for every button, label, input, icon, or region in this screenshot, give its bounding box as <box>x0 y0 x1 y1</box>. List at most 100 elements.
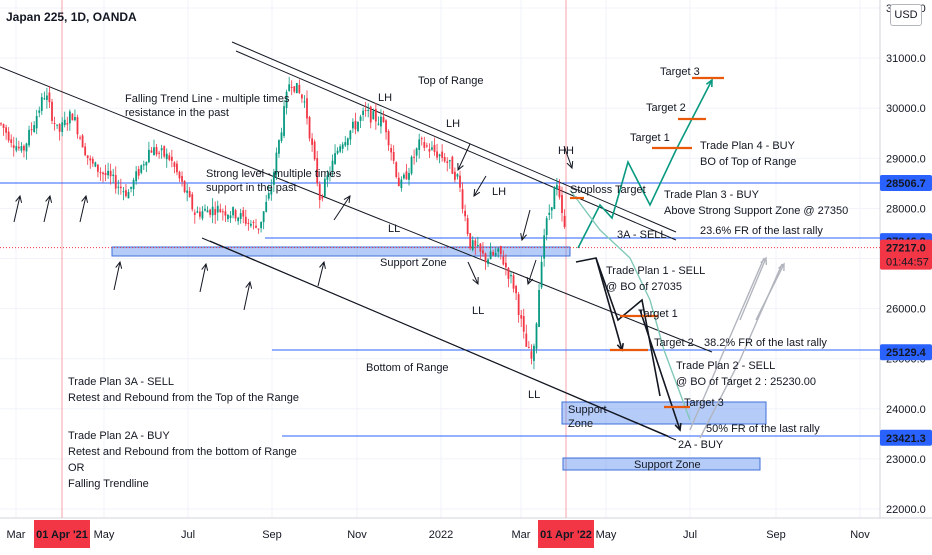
candle-body <box>446 161 449 163</box>
annotation-line: Above Strong Support Zone @ 27350 <box>664 205 848 217</box>
lh-arrow-3 <box>520 209 531 242</box>
candle-body <box>410 156 413 174</box>
candle-body <box>492 251 495 256</box>
annotation-line: Target 2 <box>646 102 686 114</box>
candle-body <box>61 122 64 132</box>
candle-body <box>79 137 81 139</box>
ll-arrow-1 <box>467 261 479 286</box>
annotation-falling-trend: Falling Trend Line - multiple times resis… <box>125 93 290 119</box>
y-tick-label: 24000.0 <box>886 404 926 416</box>
candle-body <box>239 213 242 220</box>
candle-body <box>142 164 145 166</box>
annotation-strong-level: Strong level - multiple times support in … <box>206 168 342 194</box>
candle-body <box>395 162 398 177</box>
annotation-lh1: LH <box>378 92 392 104</box>
candle-body <box>400 179 403 189</box>
candle-body <box>413 156 415 158</box>
candle-body <box>280 132 283 141</box>
candle-body <box>545 218 548 236</box>
annotation-lh3: LH <box>492 186 506 198</box>
annotation-line: 3A - SELL <box>617 229 667 241</box>
y-tick-label: 31000.0 <box>886 53 926 65</box>
lh-arrow-2 <box>473 175 487 197</box>
candle-body <box>461 189 464 209</box>
candle-body <box>199 211 201 217</box>
candle-body <box>390 148 393 153</box>
candle-body <box>99 172 102 174</box>
annotation-line: Target 2 <box>654 337 694 349</box>
annotation-ll2: LL <box>528 389 540 401</box>
candle-body <box>538 290 540 327</box>
support-touch-arrow-head <box>81 194 89 203</box>
candle-body <box>550 207 553 211</box>
x-tick-label: 2022 <box>429 529 453 541</box>
candle-body <box>104 172 107 176</box>
candle-body <box>543 235 546 259</box>
candle-body <box>214 209 217 215</box>
annotation-line: 2A - BUY <box>678 439 724 451</box>
candle-body <box>397 177 400 187</box>
candle-body <box>510 274 512 277</box>
candle-body <box>193 212 196 215</box>
candle-body <box>372 111 375 120</box>
candle-body <box>145 161 148 166</box>
annotation-line: LL <box>528 389 540 401</box>
lh-arrow-2-head <box>473 188 481 197</box>
candle-body <box>155 147 158 155</box>
candle-body <box>150 150 153 153</box>
candle-body <box>265 201 268 212</box>
plan1-arrow-shaft <box>595 257 623 351</box>
annotation-fr50: 50% FR of the last rally <box>706 423 820 435</box>
candle-body <box>168 155 171 160</box>
candle-body <box>81 135 84 148</box>
candle-body <box>349 130 352 140</box>
annotation-line: 23.6% FR of the last rally <box>700 225 823 237</box>
plan4-arrow-shaft <box>675 79 713 151</box>
candle-body <box>84 146 87 156</box>
candle-body <box>20 146 23 151</box>
lh-arrow-3-shaft <box>521 209 531 241</box>
candle-body <box>58 123 61 132</box>
lh-arrow-3-head <box>520 233 527 242</box>
annotation-plan1: Trade Plan 1 - SELL @ BO of 27035 <box>606 265 705 293</box>
x-tick-label: 01 Apr '21 <box>36 529 88 541</box>
candle-body <box>507 267 510 279</box>
candle-body <box>346 138 349 146</box>
annotation-bottom-range: Bottom of Range <box>366 362 449 374</box>
candle-body <box>321 196 324 199</box>
currency-button[interactable]: USD <box>890 4 922 26</box>
candle-body <box>122 191 125 193</box>
candle-body <box>255 225 257 228</box>
y-tick-label: 23000.0 <box>886 454 926 466</box>
candle-body <box>130 186 132 189</box>
candle-body <box>17 146 20 149</box>
annotation-support-zone-3: Support Zone <box>634 459 701 471</box>
candle-body <box>357 121 359 132</box>
candle-body <box>499 246 502 255</box>
price-tag-bg <box>880 429 932 446</box>
candle-body <box>425 145 428 147</box>
annotation-g-t1: Target 1 <box>630 132 670 144</box>
candle-body <box>318 184 321 201</box>
support-touch-arrow-head <box>201 262 209 271</box>
candle-body <box>28 129 30 146</box>
candle-body <box>176 163 178 173</box>
candle-body <box>530 351 533 359</box>
support-touch-arrow <box>13 194 23 223</box>
candle-body <box>553 187 556 210</box>
plan2a-arrow-1 <box>739 256 768 321</box>
candle-body <box>15 146 18 151</box>
candle-body <box>127 191 130 199</box>
candle-body <box>204 208 206 211</box>
ll-arrow-2-shaft <box>527 259 537 285</box>
candle-body <box>326 175 329 180</box>
annotation-g-t3: Target 3 <box>660 66 700 78</box>
plan2a-arrow-2 <box>755 262 785 321</box>
candle-body <box>548 212 551 215</box>
annotation-line: LL <box>388 223 400 235</box>
candle-body <box>12 145 15 148</box>
bottom-range-line-2 <box>209 240 677 441</box>
plan1-path <box>575 257 661 397</box>
